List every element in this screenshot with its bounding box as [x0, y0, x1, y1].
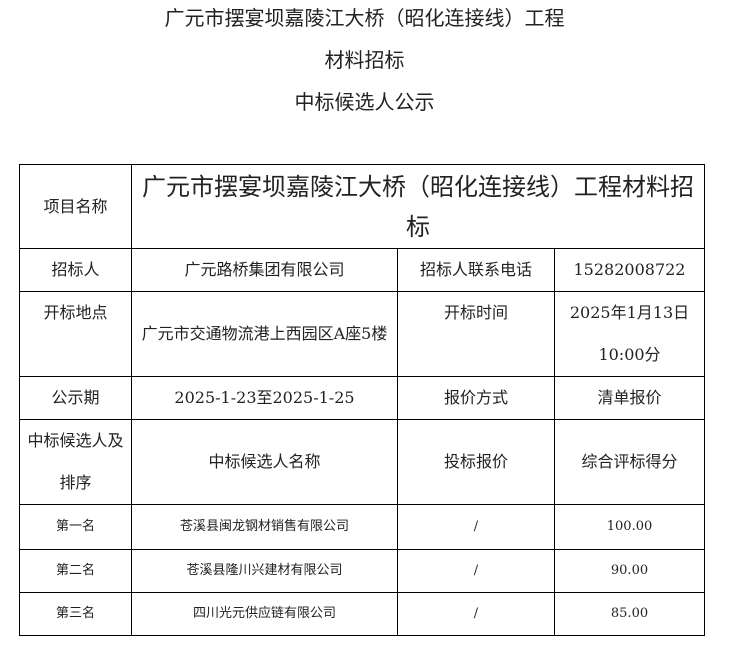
tenderer-value: 广元路桥集团有限公司 — [131, 248, 398, 292]
rank-header: 中标候选人及排序 — [19, 419, 132, 505]
table-row: 第三名 四川光元供应链有限公司 / 85.00 — [19, 592, 705, 636]
candidate-name: 苍溪县隆川兴建材有限公司 — [131, 549, 398, 593]
phone-label: 招标人联系电话 — [397, 248, 555, 292]
candidate-score: 100.00 — [554, 504, 705, 550]
bid-header: 投标报价 — [397, 419, 555, 505]
location-value: 广元市交通物流港上西园区A座5楼 — [131, 291, 398, 377]
time-label: 开标时间 — [397, 291, 555, 377]
candidate-name: 苍溪县闽龙钢材销售有限公司 — [131, 504, 398, 550]
score-header: 综合评标得分 — [554, 419, 705, 505]
candidate-rank: 第二名 — [19, 549, 132, 593]
candidate-rank: 第三名 — [19, 592, 132, 636]
table-row: 第一名 苍溪县闽龙钢材销售有限公司 / 100.00 — [19, 504, 705, 550]
name-header: 中标候选人名称 — [131, 419, 398, 505]
quote-method-value: 清单报价 — [554, 376, 705, 420]
candidate-rank: 第一名 — [19, 504, 132, 550]
candidate-name: 四川光元供应链有限公司 — [131, 592, 398, 636]
period-label: 公示期 — [19, 376, 132, 420]
location-label: 开标地点 — [19, 291, 132, 377]
quote-method-label: 报价方式 — [397, 376, 555, 420]
candidate-table: 项目名称 广元市摆宴坝嘉陵江大桥（昭化连接线）工程材料招标 招标人 广元路桥集团… — [19, 164, 705, 636]
doc-title-line-3: 中标候选人公示 — [294, 90, 435, 114]
candidate-score: 90.00 — [554, 549, 705, 593]
project-name-label: 项目名称 — [19, 164, 132, 249]
doc-title-line-2: 材料招标 — [324, 48, 405, 72]
candidate-bid: / — [397, 549, 555, 593]
doc-title-line-1: 广元市摆宴坝嘉陵江大桥（昭化连接线）工程 — [164, 6, 565, 30]
time-value: 2025年1月13日10:00分 — [554, 291, 705, 377]
candidate-bid: / — [397, 504, 555, 550]
period-value: 2025-1-23至2025-1-25 — [131, 376, 398, 420]
phone-value: 15282008722 — [554, 248, 705, 292]
project-name-value: 广元市摆宴坝嘉陵江大桥（昭化连接线）工程材料招标 — [131, 164, 705, 249]
candidate-score: 85.00 — [554, 592, 705, 636]
candidate-bid: / — [397, 592, 555, 636]
table-row: 第二名 苍溪县隆川兴建材有限公司 / 90.00 — [19, 549, 705, 593]
tenderer-label: 招标人 — [19, 248, 132, 292]
